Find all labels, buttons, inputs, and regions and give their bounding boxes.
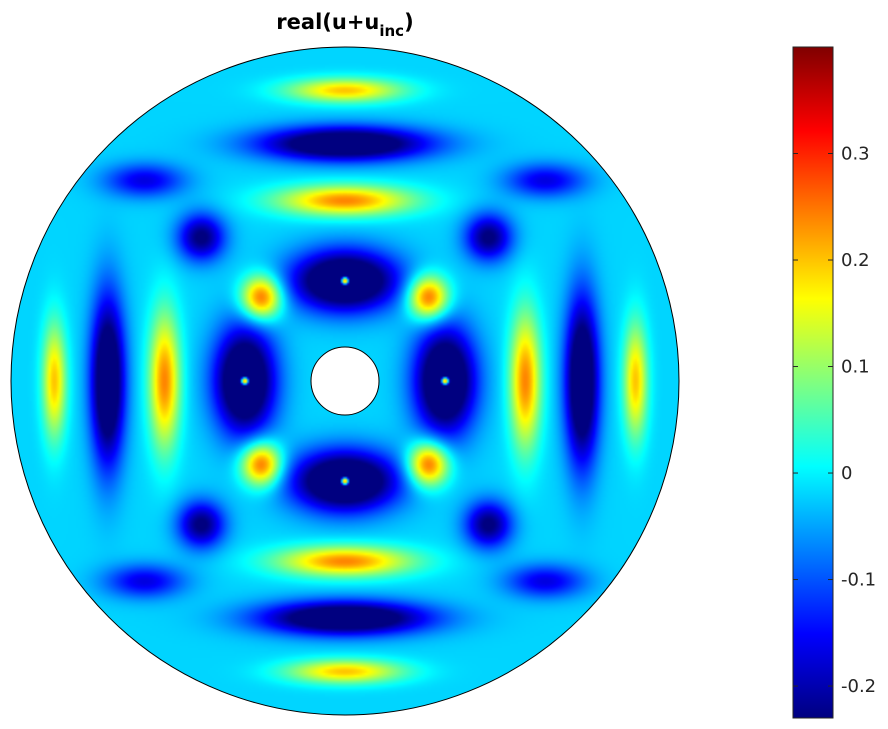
chart-title-subscript: inc: [379, 22, 404, 40]
colorbar-fill: [793, 47, 833, 718]
colorbar-ticks: 0.3 0.2 0.1 0 -0.1 -0.2: [793, 144, 876, 697]
chart-title-close: ): [404, 10, 414, 34]
colorbar-tick-label: -0.2: [841, 676, 876, 697]
colorbar-tick-label: 0.2: [841, 250, 870, 271]
chart-title-main: real(u+u: [276, 10, 379, 34]
inner-boundary: [310, 346, 380, 416]
outer-boundary: [10, 46, 680, 716]
colorbar-tick-label: 0.3: [841, 144, 870, 165]
colorbar-tick-label: 0.1: [841, 357, 870, 378]
colorbar-frame: [792, 46, 834, 719]
chart-title: real(u+uinc): [276, 10, 413, 40]
colorbar-tick-label: 0: [841, 463, 852, 484]
colorbar: 0.3 0.2 0.1 0 -0.1 -0.2: [792, 46, 876, 719]
colorbar-tick-label: -0.1: [841, 570, 876, 591]
